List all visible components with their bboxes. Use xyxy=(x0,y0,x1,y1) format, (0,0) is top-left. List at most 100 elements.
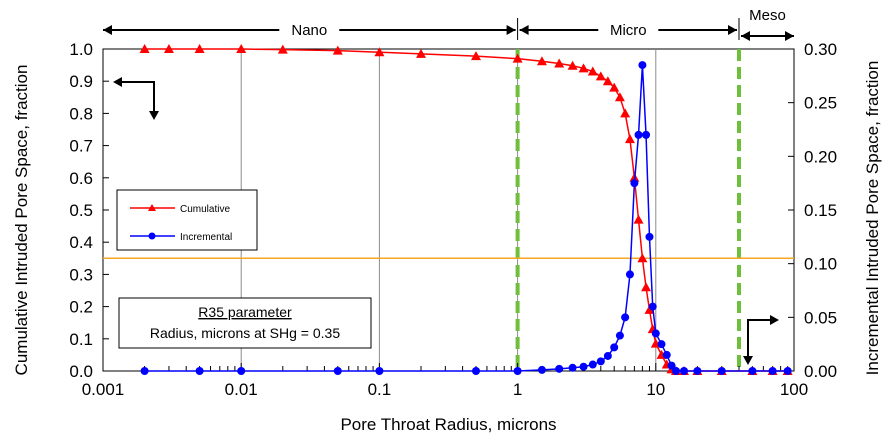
data-point-incremental xyxy=(537,365,546,374)
axis-arrows xyxy=(113,77,779,365)
y-right-tick-label: 0.25 xyxy=(804,94,837,113)
right-axis-arrow-head xyxy=(770,315,779,325)
data-point-cumulative xyxy=(641,282,652,292)
data-point-incremental xyxy=(140,367,149,375)
x-tick-label: 1 xyxy=(513,380,522,399)
data-point-incremental xyxy=(333,367,342,375)
data-point-incremental xyxy=(603,351,612,360)
y-left-tick-label: 0.3 xyxy=(69,265,93,284)
legend: Cumulative Incremental xyxy=(116,189,258,251)
data-point-incremental xyxy=(555,364,564,373)
data-point-incremental xyxy=(621,313,630,322)
right-axis-arrow-head xyxy=(743,356,753,365)
region-arrow-head xyxy=(728,25,738,35)
y-left-tick-label: 1.0 xyxy=(69,40,93,59)
y-left-tick-label: 0.4 xyxy=(69,233,93,252)
y-left-tick-label: 0.2 xyxy=(69,298,93,317)
data-point-cumulative xyxy=(277,44,288,54)
data-point-incremental xyxy=(680,367,689,375)
data-point-cumulative xyxy=(374,47,385,57)
y-axis-label-right: Incremental Intruded Pore Space, fractio… xyxy=(863,61,882,376)
data-point-incremental xyxy=(783,367,792,375)
data-point-incremental xyxy=(615,331,624,340)
x-tick-label: 10 xyxy=(646,380,665,399)
y-right-tick-label: 0.20 xyxy=(804,147,837,166)
data-point-cumulative xyxy=(595,71,606,81)
y-axis-label-left: Cumulative Intruded Pore Space, fraction xyxy=(12,65,31,376)
data-point-incremental xyxy=(630,179,639,188)
left-axis-pointer xyxy=(122,81,155,114)
legend-label-cumulative: Cumulative xyxy=(180,204,230,215)
data-point-incremental xyxy=(657,340,666,349)
data-point-cumulative xyxy=(587,66,598,76)
r35-box: R35 parameter Radius, microns at SHg = 0… xyxy=(118,297,372,349)
y-left-tick-label: 0.1 xyxy=(69,330,93,349)
data-point-incremental xyxy=(638,61,647,70)
region-arrow-head xyxy=(506,25,516,35)
data-point-incremental xyxy=(671,367,680,375)
x-tick-label: 0.1 xyxy=(368,380,392,399)
data-point-incremental xyxy=(568,363,577,372)
data-point-incremental xyxy=(634,130,643,139)
data-point-cumulative xyxy=(609,82,620,92)
y-left-tick-label: 0.9 xyxy=(69,72,93,91)
region-arrow-head xyxy=(103,25,112,35)
series-layer xyxy=(139,44,793,375)
region-label-nano: Nano xyxy=(291,22,327,39)
data-point-cumulative xyxy=(633,214,644,224)
data-point-cumulative xyxy=(139,44,150,53)
data-point-incremental xyxy=(648,302,657,311)
data-point-incremental xyxy=(645,232,654,241)
data-point-cumulative xyxy=(332,45,343,55)
data-point-cumulative xyxy=(614,92,625,102)
data-point-incremental xyxy=(662,350,671,359)
right-axis-pointer xyxy=(747,319,770,357)
data-point-incremental xyxy=(513,367,522,375)
y-right-tick-label: 0.10 xyxy=(804,255,837,274)
legend-marker-incremental xyxy=(148,232,156,240)
data-point-incremental xyxy=(237,367,246,375)
left-axis-arrow-head xyxy=(113,77,122,87)
data-point-cumulative xyxy=(637,253,648,263)
data-point-cumulative xyxy=(163,44,174,53)
y-left-tick-label: 0.6 xyxy=(69,169,93,188)
data-point-incremental xyxy=(748,367,757,375)
region-arrow-head xyxy=(741,31,751,41)
data-point-incremental xyxy=(596,357,605,366)
y-right-tick-label: 0.00 xyxy=(804,362,837,381)
data-point-incremental xyxy=(588,360,597,369)
data-point-incremental xyxy=(642,130,651,139)
x-tick-label: 0.01 xyxy=(225,380,258,399)
region-label-micro: Micro xyxy=(610,22,647,39)
r35-box-frame xyxy=(118,297,372,349)
region-boundaries xyxy=(515,49,742,371)
data-point-incremental xyxy=(195,367,204,375)
data-point-cumulative xyxy=(602,76,613,86)
x-tick-label: 100 xyxy=(780,380,808,399)
region-labels: Nano Micro Meso xyxy=(103,7,794,41)
region-arrow-head xyxy=(519,25,529,35)
data-point-cumulative xyxy=(644,304,655,314)
data-point-incremental xyxy=(579,362,588,371)
data-point-cumulative xyxy=(416,48,427,58)
data-point-incremental xyxy=(717,367,726,375)
x-axis-label: Pore Throat Radius, microns xyxy=(340,415,556,434)
data-point-incremental xyxy=(625,270,634,279)
data-point-incremental xyxy=(610,343,619,352)
data-point-incremental xyxy=(667,361,676,370)
data-point-cumulative xyxy=(567,60,578,70)
y-right-tick-label: 0.15 xyxy=(804,201,837,220)
data-point-cumulative xyxy=(624,134,635,144)
data-point-incremental xyxy=(375,367,384,375)
data-point-cumulative xyxy=(470,51,481,61)
y-left-tick-label: 0.5 xyxy=(69,201,93,220)
y-left-tick-label: 0.8 xyxy=(69,104,93,123)
region-label-meso: Meso xyxy=(749,7,786,24)
data-point-cumulative xyxy=(578,63,589,73)
y-right-tick-label: 0.30 xyxy=(804,40,837,59)
tick-labels: 0.001 0.01 0.1 1 10 100 0.0 0.1 0.2 0.3 0.4 0.5 0.6 0… xyxy=(69,40,837,399)
data-point-cumulative xyxy=(620,108,631,118)
x-tick-label: 0.001 xyxy=(82,380,125,399)
left-axis-arrow-head xyxy=(149,111,159,120)
